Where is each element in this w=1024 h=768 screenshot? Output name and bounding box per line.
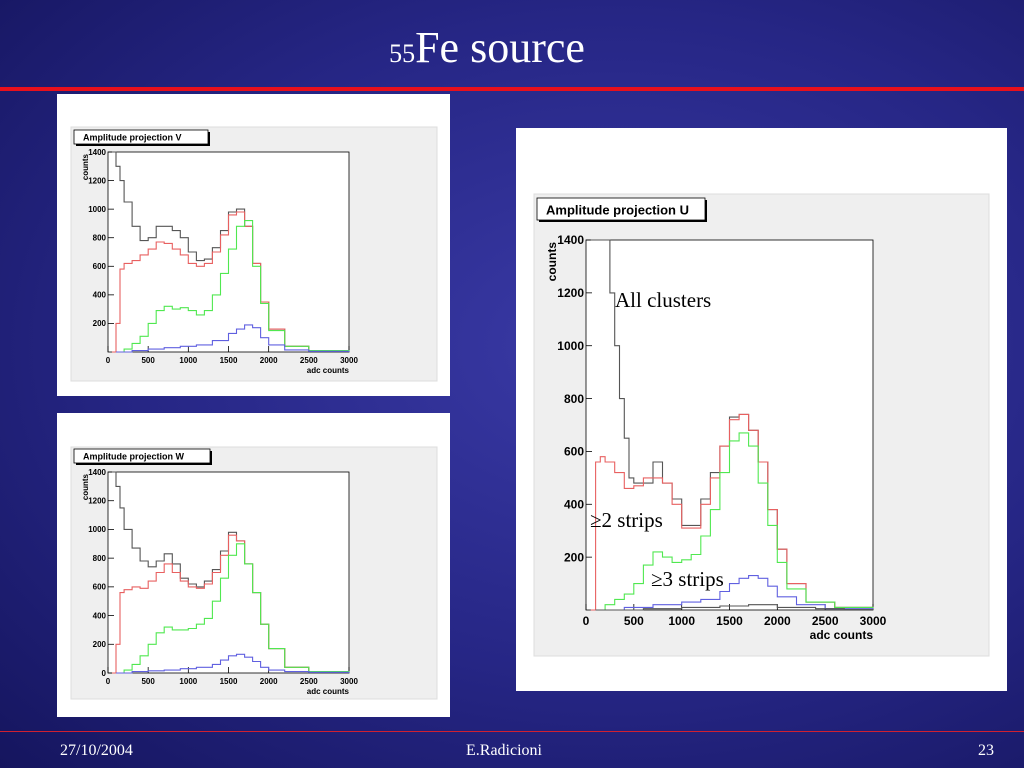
chart-panel-u: Amplitude projection U 0 500 1000 1500 2000 25… <box>516 128 1007 691</box>
annotation-all-clusters: All clusters <box>615 288 712 312</box>
x-tick-label: 0 <box>106 356 111 365</box>
title-box <box>536 197 706 221</box>
page-title: 55Fe source <box>0 22 974 74</box>
y-axis-label: counts <box>81 473 90 500</box>
x-tick-label: 2500 <box>812 614 839 628</box>
series-line <box>595 575 874 611</box>
x-tick-label: 0 <box>106 677 111 686</box>
chart-title: Amplitude projection U <box>546 202 689 217</box>
title-superscript: 55 <box>389 39 416 68</box>
chart-panel-w: Amplitude projection W 0 500 1000 1500 2000 25… <box>57 413 450 717</box>
y-tick-label: 1200 <box>557 286 584 300</box>
y-tick-label: 800 <box>564 392 584 406</box>
y-tick-label: 600 <box>564 445 584 459</box>
annotation-three-strips: ≥3 strips <box>651 567 724 591</box>
series-line <box>595 604 874 611</box>
y-tick-label: 1400 <box>88 148 106 157</box>
y-tick-label: 1000 <box>88 205 106 214</box>
footer-page: 23 <box>978 742 994 759</box>
series-line <box>116 324 350 353</box>
annotation-two-strips: ≥2 strips <box>590 508 663 532</box>
x-tick-label: 0 <box>583 614 590 628</box>
chart-title: Amplitude projection W <box>83 451 185 461</box>
y-tick-label: 1400 <box>88 468 106 477</box>
x-tick-label: 2500 <box>300 677 318 686</box>
y-tick-label: 400 <box>93 611 107 620</box>
y-tick-label: 600 <box>93 262 107 271</box>
y-tick-label: 600 <box>93 583 107 592</box>
x-tick-label: 2000 <box>764 614 791 628</box>
y-axis-label: counts <box>545 242 559 282</box>
y-tick-label: 1200 <box>88 497 106 506</box>
title-box <box>73 129 209 145</box>
chart-panel-v: Amplitude projection V 0 500 1000 1500 2000 25… <box>57 94 450 396</box>
x-axis-label: adc counts <box>307 366 350 375</box>
chart-title: Amplitude projection V <box>83 132 182 142</box>
x-tick-label: 1000 <box>179 356 197 365</box>
footer-date: 27/10/2004 <box>60 742 133 759</box>
y-tick-label: 200 <box>564 550 584 564</box>
x-tick-label: 2000 <box>260 356 278 365</box>
x-axis-label: adc counts <box>810 628 874 642</box>
y-tick-label: 200 <box>93 319 107 328</box>
y-tick-label: 200 <box>93 640 107 649</box>
y-tick-label: 1200 <box>88 176 106 185</box>
x-tick-label: 1500 <box>716 614 743 628</box>
y-tick-label: 0 <box>102 669 107 678</box>
x-tick-label: 1500 <box>220 356 238 365</box>
x-tick-label: 1500 <box>220 677 238 686</box>
chart-v: Amplitude projection V 0 500 1000 1500 2000 25… <box>70 126 438 382</box>
x-tick-label: 1000 <box>179 677 197 686</box>
series-line <box>116 653 350 674</box>
x-tick-label: 500 <box>141 356 155 365</box>
footer-author: E.Radicioni <box>466 742 542 759</box>
y-tick-label: 800 <box>93 234 107 243</box>
x-tick-label: 3000 <box>860 614 887 628</box>
series-line <box>116 543 350 674</box>
y-tick-label: 400 <box>93 291 107 300</box>
chart-u: Amplitude projection U 0 500 1000 1500 2000 25… <box>533 193 990 657</box>
y-tick-label: 1000 <box>557 339 584 353</box>
series-line <box>116 220 350 353</box>
x-tick-label: 500 <box>624 614 644 628</box>
x-tick-label: 2000 <box>260 677 278 686</box>
y-tick-label: 1400 <box>557 233 584 247</box>
title-box <box>73 448 211 464</box>
x-axis-label: adc counts <box>307 687 350 696</box>
x-tick-label: 3000 <box>340 677 358 686</box>
y-tick-label: 800 <box>93 554 107 563</box>
chart-w: Amplitude projection W0 500 1000 1500 2000 25… <box>70 446 438 700</box>
y-axis-label: counts <box>81 153 90 180</box>
footer-rule <box>0 731 1024 732</box>
series-line <box>595 432 874 611</box>
x-tick-label: 500 <box>141 677 155 686</box>
x-tick-label: 1000 <box>668 614 695 628</box>
y-tick-label: 1000 <box>88 525 106 534</box>
title-rule <box>0 87 1024 91</box>
title-text: Fe source <box>415 23 585 72</box>
y-tick-label: 400 <box>564 497 584 511</box>
x-tick-label: 3000 <box>340 356 358 365</box>
x-tick-label: 2500 <box>300 356 318 365</box>
